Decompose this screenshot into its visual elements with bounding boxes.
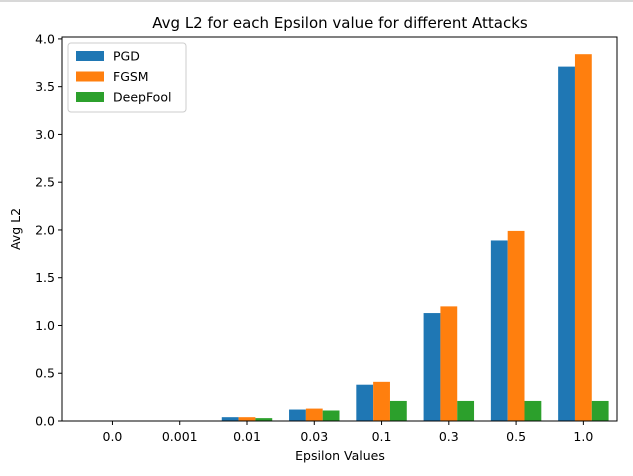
bar-pgd-0.01 <box>221 417 239 421</box>
bar-fgsm-0.01 <box>238 417 256 421</box>
bar-deepfool-0.5 <box>524 400 542 421</box>
bar-fgsm-1.0 <box>574 54 592 421</box>
x-tick-label: 1.0 <box>573 429 593 444</box>
legend-swatch-pgd <box>76 51 104 61</box>
plot-frame <box>61 36 618 422</box>
legend: PGD FGSM DeepFool <box>67 42 187 113</box>
x-tick-label: 0.01 <box>233 429 261 444</box>
legend-label-fgsm: FGSM <box>113 69 149 84</box>
bar-fgsm-0.5 <box>507 230 525 421</box>
y-tick-label: 4.0 <box>35 31 55 46</box>
x-tick-label: 0.03 <box>300 429 328 444</box>
y-tick-label: 1.5 <box>35 270 55 285</box>
bar-deepfool-0.01 <box>255 418 273 421</box>
y-tick-label: 1.0 <box>35 318 55 333</box>
bar-deepfool-0.03 <box>322 410 340 421</box>
legend-label-pgd: PGD <box>113 49 140 64</box>
legend-swatch-fgsm <box>76 71 104 82</box>
y-axis: 0.0 0.5 1.0 1.5 2.0 2.5 3.0 3.5 4.0 <box>35 31 62 429</box>
bar-pgd-0.1 <box>356 384 374 421</box>
x-tick-label: 0.3 <box>439 429 459 444</box>
bars-group <box>154 54 609 421</box>
x-tick-label: 0.1 <box>372 429 392 444</box>
y-tick-label: 3.0 <box>35 127 55 142</box>
y-tick-label: 3.5 <box>35 79 55 94</box>
y-tick-label: 2.0 <box>35 222 55 237</box>
bar-fgsm-0.1 <box>373 381 390 421</box>
legend-label-deepfool: DeepFool <box>113 90 171 105</box>
bar-deepfool-0.1 <box>389 400 407 421</box>
bar-pgd-0.3 <box>423 313 441 421</box>
bar-fgsm-0.3 <box>440 306 458 421</box>
legend-swatch-deepfool <box>76 92 104 102</box>
x-tick-label: 0.0 <box>103 429 123 444</box>
chart-title: Avg L2 for each Epsilon value for differ… <box>152 14 528 32</box>
x-axis-label: Epsilon Values <box>295 448 385 463</box>
bar-pgd-1.0 <box>558 66 575 421</box>
y-tick-label: 2.5 <box>35 175 55 190</box>
bar-pgd-0.03 <box>289 409 306 421</box>
x-tick-label: 0.001 <box>162 429 198 444</box>
y-tick-label: 0.0 <box>35 414 55 429</box>
bar-deepfool-1.0 <box>591 400 609 421</box>
bar-pgd-0.5 <box>490 240 508 421</box>
y-axis-label: Avg L2 <box>8 208 23 250</box>
bar-deepfool-0.3 <box>457 400 475 421</box>
x-tick-label: 0.5 <box>506 429 526 444</box>
bar-fgsm-0.03 <box>305 408 323 421</box>
window-top-border <box>0 0 633 2</box>
y-tick-label: 0.5 <box>35 366 55 381</box>
x-axis: 0.0 0.001 0.01 0.03 0.1 0.3 0.5 1.0 <box>103 421 593 444</box>
